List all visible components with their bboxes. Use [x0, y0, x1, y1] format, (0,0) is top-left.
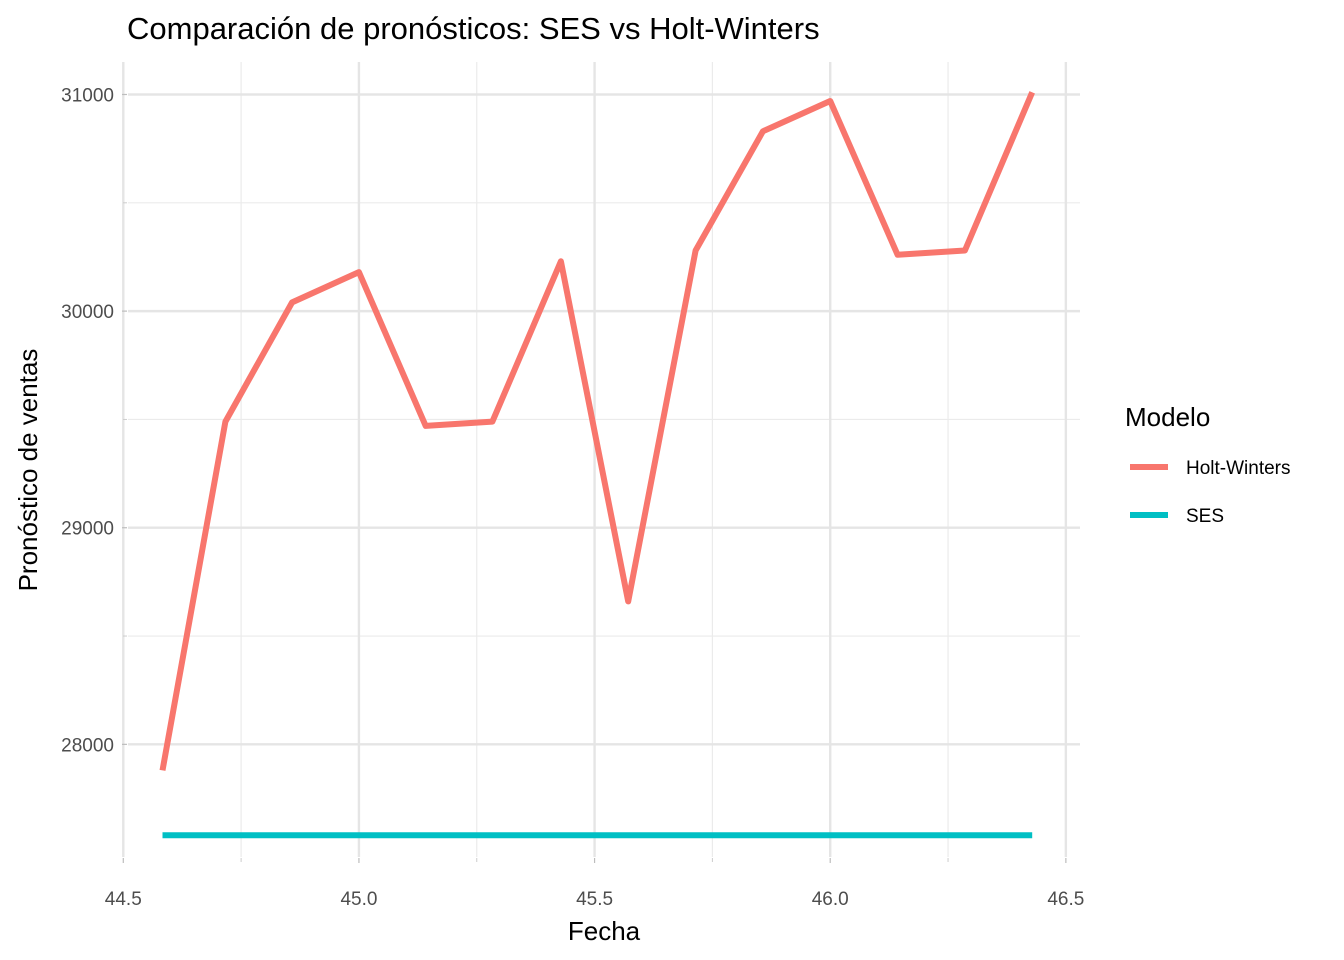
legend-title: Modelo	[1125, 402, 1210, 432]
y-tick-label: 29000	[61, 519, 114, 540]
series-line-holt-winters	[159, 91, 1035, 771]
y-tick-label: 28000	[61, 735, 114, 756]
x-axis-title: Fecha	[568, 916, 641, 946]
y-tick-label: 30000	[61, 302, 114, 323]
x-tick-label: 45.0	[340, 889, 377, 910]
y-axis-ticks: 28000 29000 30000 31000	[61, 85, 127, 756]
x-tick-label: 44.5	[105, 889, 142, 910]
y-tick-label: 31000	[61, 85, 114, 106]
x-tick-label: 45.5	[576, 889, 613, 910]
legend: Modelo Holt-Winters SES	[1125, 402, 1291, 527]
chart-title: Comparación de pronósticos: SES vs Holt-…	[127, 11, 820, 46]
series-layer	[159, 91, 1035, 839]
y-axis-title: Pronóstico de ventas	[13, 349, 43, 592]
x-tick-label: 46.5	[1047, 889, 1084, 910]
legend-label: Holt-Winters	[1186, 458, 1291, 479]
x-tick-label: 46.0	[812, 889, 849, 910]
x-axis-ticks: 44.5 45.0 45.5 46.0 46.5	[105, 858, 1084, 910]
legend-label: SES	[1186, 506, 1224, 527]
legend-items: Holt-Winters SES	[1130, 458, 1291, 527]
grid-major	[122, 62, 1080, 857]
grid-minor	[128, 62, 1080, 857]
